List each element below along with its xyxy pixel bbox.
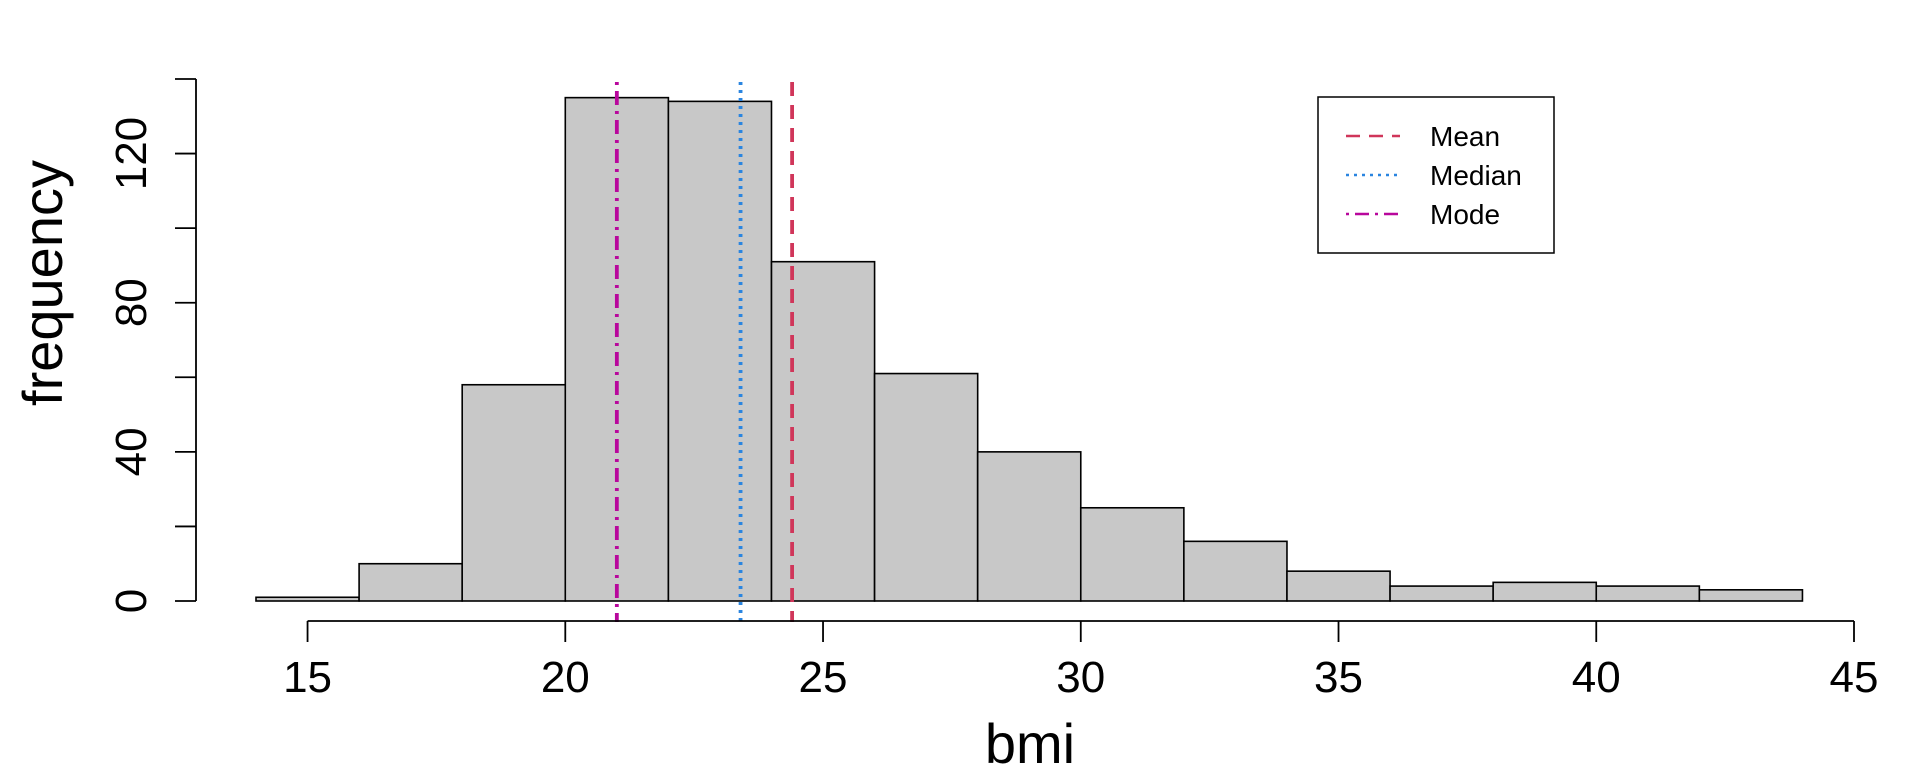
histogram-bar [976,451,1082,602]
legend-box [1317,96,1555,254]
x-tick-label: 20 [541,653,590,702]
histogram-bars [255,96,1804,602]
legend: Mean Median Mode [1317,96,1555,254]
y-tick-label: 120 [107,117,156,190]
histogram-bar [564,96,670,602]
histogram-bar [667,100,773,602]
histogram-bar [358,562,463,602]
y-axis: 0 40 80 120 [107,78,197,613]
histogram-bar [461,383,567,602]
histogram-bar [1286,570,1391,602]
histogram-bar [1595,585,1701,602]
x-tick-label: 15 [283,653,332,702]
x-tick-label: 40 [1572,653,1621,702]
histogram-bar [1389,585,1494,602]
x-axis-label: bmi [985,712,1075,768]
x-tick-label: 25 [799,653,848,702]
histogram-bar [1079,506,1185,602]
median-legend-label: Median [1430,160,1522,191]
histogram-bar [1183,540,1288,602]
histogram-bar [1698,589,1804,602]
histogram-bar [873,372,979,602]
y-tick-label: 0 [107,589,156,613]
mode-legend-label: Mode [1430,199,1500,230]
y-axis-label: frequency [11,160,74,406]
histogram-bar [770,260,876,602]
histogram-bar [255,596,360,602]
reference-lines [614,82,795,622]
mean-legend-label: Mean [1430,121,1500,152]
x-tick-label: 45 [1830,653,1879,702]
x-tick-label: 30 [1056,653,1105,702]
histogram-bar [1492,581,1598,602]
y-tick-label: 40 [107,427,156,476]
x-axis: 15 20 25 30 35 40 45 [283,620,1879,702]
y-tick-label: 80 [107,278,156,327]
x-tick-label: 35 [1314,653,1363,702]
